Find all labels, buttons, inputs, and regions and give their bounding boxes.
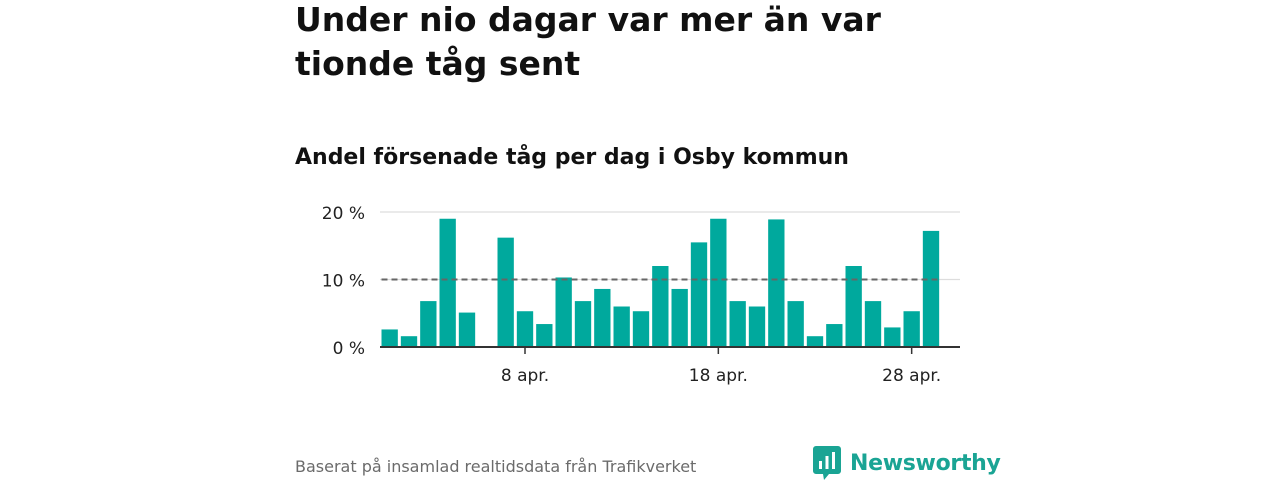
x-tick-label: 8 apr. <box>501 366 549 386</box>
bar <box>787 301 804 347</box>
bar <box>710 218 727 347</box>
x-tick-labels: 8 apr. 18 apr. 28 apr. <box>501 366 941 386</box>
bar <box>439 218 456 347</box>
bar <box>826 324 843 347</box>
bar <box>574 301 592 347</box>
brand[interactable]: Newsworthy <box>813 446 1001 480</box>
newsworthy-logo-icon <box>813 446 841 480</box>
y-tick-label: 10 % <box>322 272 365 292</box>
x-tick-label: 28 apr. <box>882 366 941 386</box>
bar <box>845 266 862 347</box>
gridlines <box>380 211 960 281</box>
source-note: Baserat på insamlad realtidsdata från Tr… <box>295 457 697 476</box>
bar <box>555 277 572 347</box>
bars <box>381 218 940 347</box>
bar <box>884 327 901 347</box>
bar <box>748 306 766 347</box>
bar <box>381 329 398 347</box>
bar <box>613 306 630 347</box>
x-tick-label: 18 apr. <box>689 366 748 386</box>
bar <box>652 266 669 347</box>
bar <box>536 324 553 347</box>
y-tick-label: 20 % <box>322 204 365 224</box>
y-tick-labels: 0 % 10 % 20 % <box>322 204 365 359</box>
y-tick-label: 0 % <box>333 339 365 359</box>
bar <box>690 242 708 347</box>
bar <box>806 336 824 347</box>
bar <box>400 336 418 347</box>
axes <box>380 346 960 354</box>
headline: Under nio dagar var mer än var tionde tå… <box>295 0 881 83</box>
chart-subtitle: Andel försenade tåg per dag i Osby kommu… <box>295 145 849 170</box>
bar <box>458 312 476 347</box>
bar <box>671 288 688 347</box>
bar <box>632 311 650 347</box>
bar <box>768 219 785 347</box>
bar <box>864 301 882 347</box>
bar <box>729 301 746 347</box>
brand-name: Newsworthy <box>850 450 1001 476</box>
bar <box>497 237 514 347</box>
bar <box>594 288 611 347</box>
bar <box>903 311 920 347</box>
bar <box>922 230 940 347</box>
bar <box>420 301 437 347</box>
bar <box>516 311 534 347</box>
